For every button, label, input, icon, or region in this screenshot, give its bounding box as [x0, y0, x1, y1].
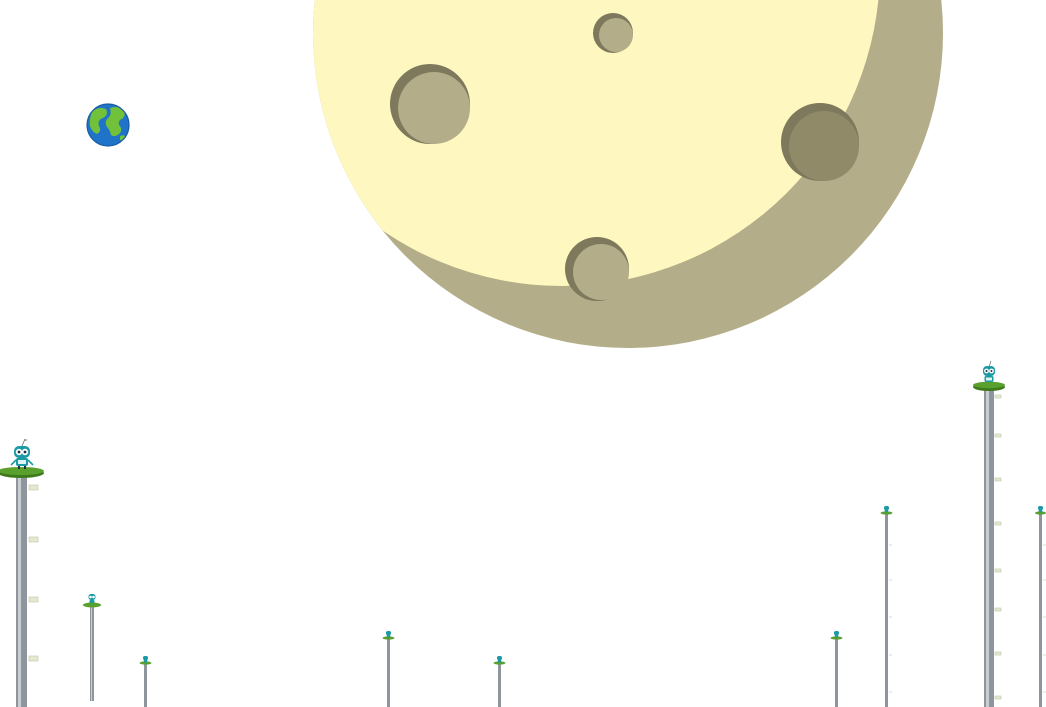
moon-crater — [781, 103, 859, 181]
moon-crater — [390, 64, 470, 144]
pole-tick-mark — [994, 394, 1002, 700]
pole-5 — [493, 656, 506, 707]
pole-8 — [973, 360, 1005, 707]
robot-icon[interactable] — [88, 594, 96, 603]
moon-crater — [565, 237, 629, 301]
robot-icon[interactable] — [386, 631, 391, 638]
robot-icon[interactable] — [143, 656, 148, 663]
pole-6 — [830, 631, 843, 707]
pole-9 — [1035, 506, 1046, 707]
pole-1 — [0, 438, 44, 707]
pole-2 — [83, 594, 101, 701]
pole-4 — [382, 631, 395, 707]
robot-icon[interactable] — [983, 360, 995, 382]
pole-tick-mark — [28, 484, 39, 662]
robot-icon[interactable] — [497, 656, 502, 663]
earth-globe-icon[interactable] — [86, 103, 130, 147]
robot-icon[interactable] — [10, 438, 34, 469]
pole-7 — [880, 506, 893, 707]
robot-icon[interactable] — [834, 631, 839, 638]
moon-crater — [593, 13, 633, 53]
robot-icon[interactable] — [1038, 506, 1043, 513]
moon — [313, 0, 943, 348]
pole-3 — [139, 656, 152, 707]
robot-icon[interactable] — [884, 506, 889, 513]
